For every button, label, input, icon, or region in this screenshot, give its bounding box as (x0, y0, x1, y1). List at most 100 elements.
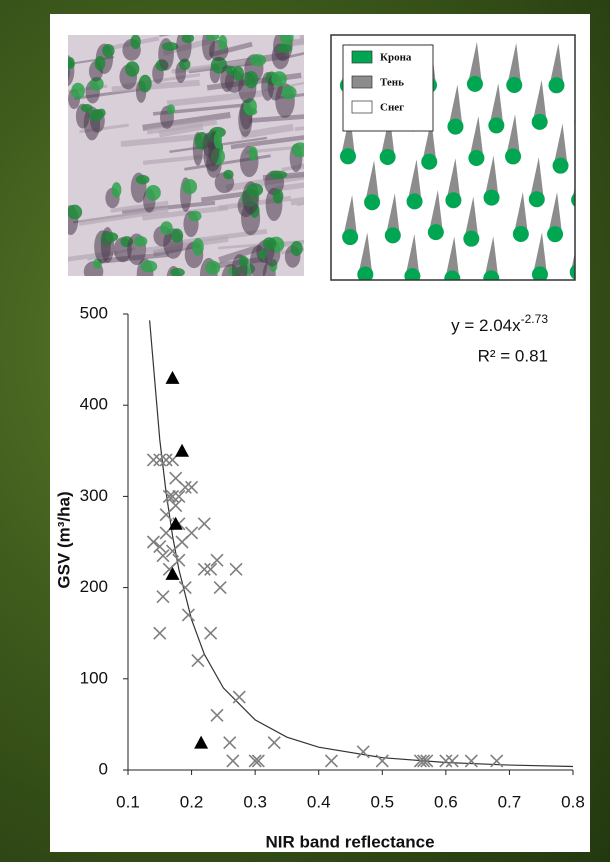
crown-dot (483, 270, 500, 280)
crown (170, 267, 185, 276)
crown (269, 170, 288, 179)
crown-dot (574, 118, 575, 126)
shadow (249, 244, 268, 276)
crown (140, 260, 158, 273)
crown-dot (571, 193, 575, 207)
crown (145, 184, 161, 201)
legend-swatch (351, 100, 373, 114)
crown (181, 35, 195, 44)
streak (142, 111, 231, 131)
shadow-cone (448, 84, 463, 127)
cross-point (162, 489, 176, 503)
crown (213, 131, 223, 149)
x-tick-label: 0.8 (561, 792, 585, 811)
crown-dot (445, 192, 462, 209)
x-tick-label: 0.3 (243, 792, 267, 811)
shadow-cone (446, 158, 461, 201)
streak (286, 38, 304, 46)
shadow (176, 35, 192, 63)
crown (171, 228, 184, 243)
crown-dot (506, 76, 523, 93)
scheme-border (330, 34, 576, 281)
cross-point (159, 453, 173, 467)
streak (142, 205, 228, 221)
crown (80, 104, 93, 113)
cross-point (417, 754, 431, 768)
shadow-cone (343, 195, 358, 238)
shadow-cone (575, 80, 589, 122)
x-tick-label: 0.2 (180, 792, 204, 811)
cross-point (191, 653, 205, 668)
legend-swatch (351, 50, 373, 64)
shadow-cone (407, 159, 422, 202)
streak (110, 200, 169, 213)
crown (258, 249, 268, 260)
crown (102, 44, 115, 58)
cross-point (204, 626, 218, 640)
legend-label: Тень (380, 77, 404, 89)
cross-point (229, 562, 243, 576)
shadow-cone (464, 196, 479, 239)
cross-point (420, 754, 434, 768)
legend-label: Снег (380, 102, 404, 114)
crown (68, 59, 75, 70)
shadow-cone (467, 41, 482, 84)
crown-dot (548, 77, 565, 94)
streak (240, 123, 294, 140)
x-axis-label: NIR band reflectance (265, 832, 434, 851)
triangle-point (194, 735, 209, 749)
cross-point (204, 562, 218, 576)
crown (218, 35, 228, 51)
crown-dot (468, 150, 485, 167)
streak (159, 35, 172, 37)
crown (223, 169, 234, 180)
crown (290, 240, 303, 256)
cross-point (146, 535, 160, 549)
shadow-cone (532, 79, 547, 122)
shadow-cone (358, 232, 373, 275)
crown-dot (404, 268, 421, 280)
cross-point (223, 736, 237, 750)
cross-point (324, 754, 338, 768)
cross-point (197, 562, 211, 576)
cross-point (375, 754, 389, 768)
crown (249, 54, 267, 67)
x-tick-label: 0.4 (307, 792, 331, 811)
crown (135, 174, 150, 185)
crown (262, 237, 277, 250)
crown-dot (466, 75, 483, 92)
cross-point (146, 453, 160, 467)
crown (272, 188, 284, 204)
triangle-point (165, 566, 180, 580)
cross-point (464, 754, 478, 768)
cross-point (169, 498, 183, 513)
x-tick-label: 0.7 (498, 792, 522, 811)
streak (245, 145, 304, 154)
crown (125, 61, 140, 77)
crown (88, 109, 104, 122)
crown (205, 260, 221, 275)
crown-dot (406, 193, 423, 210)
streak (249, 114, 304, 123)
cross-point (356, 745, 370, 759)
y-tick-label: 300 (80, 486, 108, 505)
crown (133, 236, 148, 247)
shadow-cone (405, 234, 420, 277)
crown (248, 146, 258, 161)
crown-dot (364, 194, 381, 211)
cross-point (172, 553, 186, 567)
crown-dot (427, 224, 444, 241)
shadow-cone (428, 190, 443, 233)
triangle-point (165, 370, 180, 384)
cross-point (226, 754, 240, 768)
crown-dot (552, 157, 569, 174)
streak (121, 200, 216, 214)
cross-point (165, 489, 180, 503)
legend-swatch (351, 75, 373, 89)
cross-point (185, 526, 199, 540)
crown (160, 221, 173, 235)
crown (111, 182, 122, 198)
crown (71, 82, 85, 99)
shadow-cone (385, 193, 400, 236)
streak (78, 207, 169, 226)
